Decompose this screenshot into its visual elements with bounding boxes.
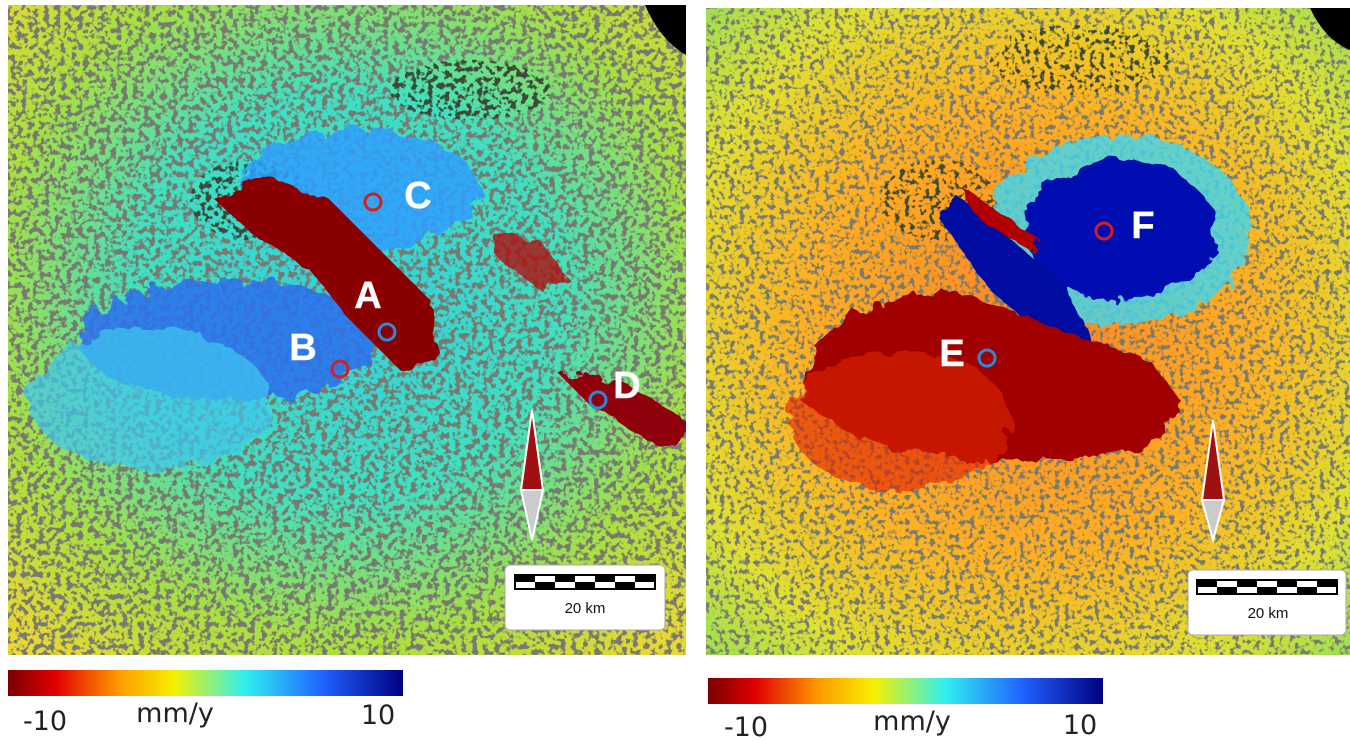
scale-label: 20 km (565, 600, 606, 617)
scale-label: 20 km (1248, 605, 1289, 622)
colorbar-min: -10 (23, 706, 67, 737)
site-label: E (939, 333, 964, 375)
subsidence-zone (790, 350, 1010, 490)
site-label: F (1131, 205, 1154, 247)
site-label: D (613, 365, 640, 407)
colorbar (708, 678, 1103, 704)
colorbar-min: -10 (724, 712, 768, 741)
colorbar (8, 670, 403, 696)
scale-bar: 20 km (505, 565, 665, 630)
colorbar-unit: mm/y (873, 706, 951, 737)
uplift-zone (30, 330, 270, 470)
colorbar-unit: mm/y (136, 698, 214, 729)
site-label: B (289, 327, 316, 369)
figure: A B C D 20 km (0, 0, 1350, 741)
site-label: C (404, 175, 431, 217)
colorbar-max: 10 (361, 700, 395, 731)
right-map: E F 20 km (706, 8, 1350, 655)
colorbar-max: 10 (1063, 710, 1097, 741)
site-label: A (354, 275, 381, 317)
scale-bar: 20 km (1188, 570, 1346, 635)
left-map: A B C D 20 km (8, 5, 686, 655)
